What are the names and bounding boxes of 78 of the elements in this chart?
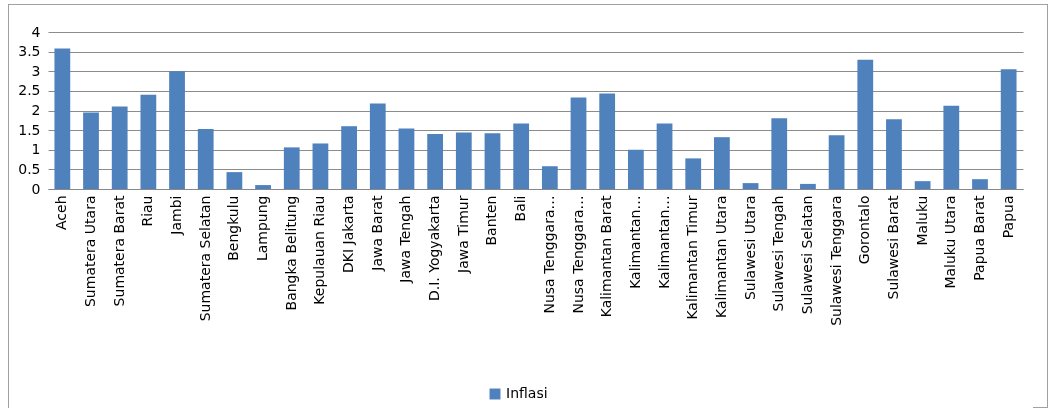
x-tick-label: Riau <box>139 195 156 227</box>
bar <box>541 166 558 189</box>
y-tick-label: 2.5 <box>18 82 41 99</box>
x-tick-label: Kalimantan Timur <box>684 195 701 320</box>
x-tick-label: Gorontalo <box>856 195 873 265</box>
x-tick-label: Papua <box>999 195 1016 239</box>
y-tick-label: 3 <box>31 62 41 79</box>
y-tick-label: 3.5 <box>18 43 41 60</box>
bar <box>341 126 357 189</box>
bar <box>283 147 300 189</box>
bar <box>255 185 271 189</box>
bar <box>484 133 501 189</box>
bar <box>1000 69 1017 189</box>
bar <box>972 179 988 189</box>
y-tick-label: 0 <box>31 180 41 197</box>
bar <box>857 59 874 189</box>
y-tick-label: 4 <box>31 23 41 40</box>
x-tick-label: Kalimantan Utara <box>712 195 729 318</box>
x-tick-label: Jawa Tengah <box>397 195 414 284</box>
bar <box>742 183 759 189</box>
x-tick-label: Sumatera Barat <box>110 194 127 307</box>
x-tick-label: Bali <box>512 195 529 222</box>
bar <box>570 97 587 189</box>
bar <box>771 118 788 189</box>
x-tick-label: Nusa Tenggara… <box>540 195 557 314</box>
x-tick-label: Maluku Utara <box>942 195 959 289</box>
x-tick-label: Jawa Timur <box>454 195 471 274</box>
x-tick-label: Kepulauan Riau <box>311 195 328 305</box>
bar <box>455 132 472 189</box>
x-tick-label: Sulawesi Tengah <box>770 195 787 312</box>
x-tick-label: Nusa Tenggara… <box>569 195 586 314</box>
x-tick-label: Bengkulu <box>225 195 242 261</box>
x-tick-label: Kalimantan… <box>626 195 643 289</box>
bar <box>369 103 386 189</box>
x-tick-label: Sulawesi Barat <box>884 194 901 300</box>
bar <box>943 105 960 189</box>
x-tick-label: Jawa Barat <box>368 195 385 272</box>
x-tick-label: Banten <box>483 195 500 246</box>
y-tick-label: 0.5 <box>18 160 41 177</box>
bar <box>226 172 243 189</box>
bar <box>111 106 128 189</box>
x-tick-label: Sulawesi Utara <box>741 195 758 301</box>
bar <box>54 48 71 189</box>
y-tick-label: 1 <box>31 141 41 158</box>
x-tick-label: Jambi <box>168 195 185 236</box>
x-tick-label: Sumatera Selatan <box>196 195 213 322</box>
bar <box>197 128 214 189</box>
x-tick-label: Sulawesi Tenggara <box>827 195 844 326</box>
x-tick-label: Papua Barat <box>970 195 987 281</box>
bar <box>312 143 329 189</box>
bar <box>828 135 845 189</box>
x-tick-label: Lampung <box>254 195 271 262</box>
legend-label: Inflasi <box>506 385 548 401</box>
x-tick-label: Aceh <box>53 195 70 231</box>
bar <box>140 94 157 189</box>
bar <box>714 137 730 189</box>
bar <box>656 123 673 189</box>
bar <box>627 149 644 189</box>
bar <box>685 158 702 189</box>
bar <box>599 93 616 189</box>
x-tick-label: Kalimantan Barat <box>598 195 615 318</box>
bar <box>513 123 530 189</box>
y-tick-label: 1.5 <box>18 121 41 138</box>
bar <box>914 181 931 189</box>
x-tick-label: D.I. Yogyakarta <box>426 195 443 302</box>
bar <box>886 119 902 189</box>
bar <box>398 128 415 189</box>
x-tick-label: Kalimantan… <box>655 195 672 289</box>
bar <box>169 71 185 189</box>
y-tick-label: 2 <box>31 102 41 118</box>
x-tick-label: Maluku <box>913 195 930 246</box>
x-tick-label: Sumatera Utara <box>82 195 99 308</box>
bar <box>427 134 444 189</box>
x-tick-label: Bangka Belitung <box>282 195 299 311</box>
x-tick-label: DKI Jakarta <box>340 195 357 274</box>
x-tick-label: Sulawesi Selatan <box>798 195 815 315</box>
bar <box>83 112 99 189</box>
bar <box>800 183 816 189</box>
